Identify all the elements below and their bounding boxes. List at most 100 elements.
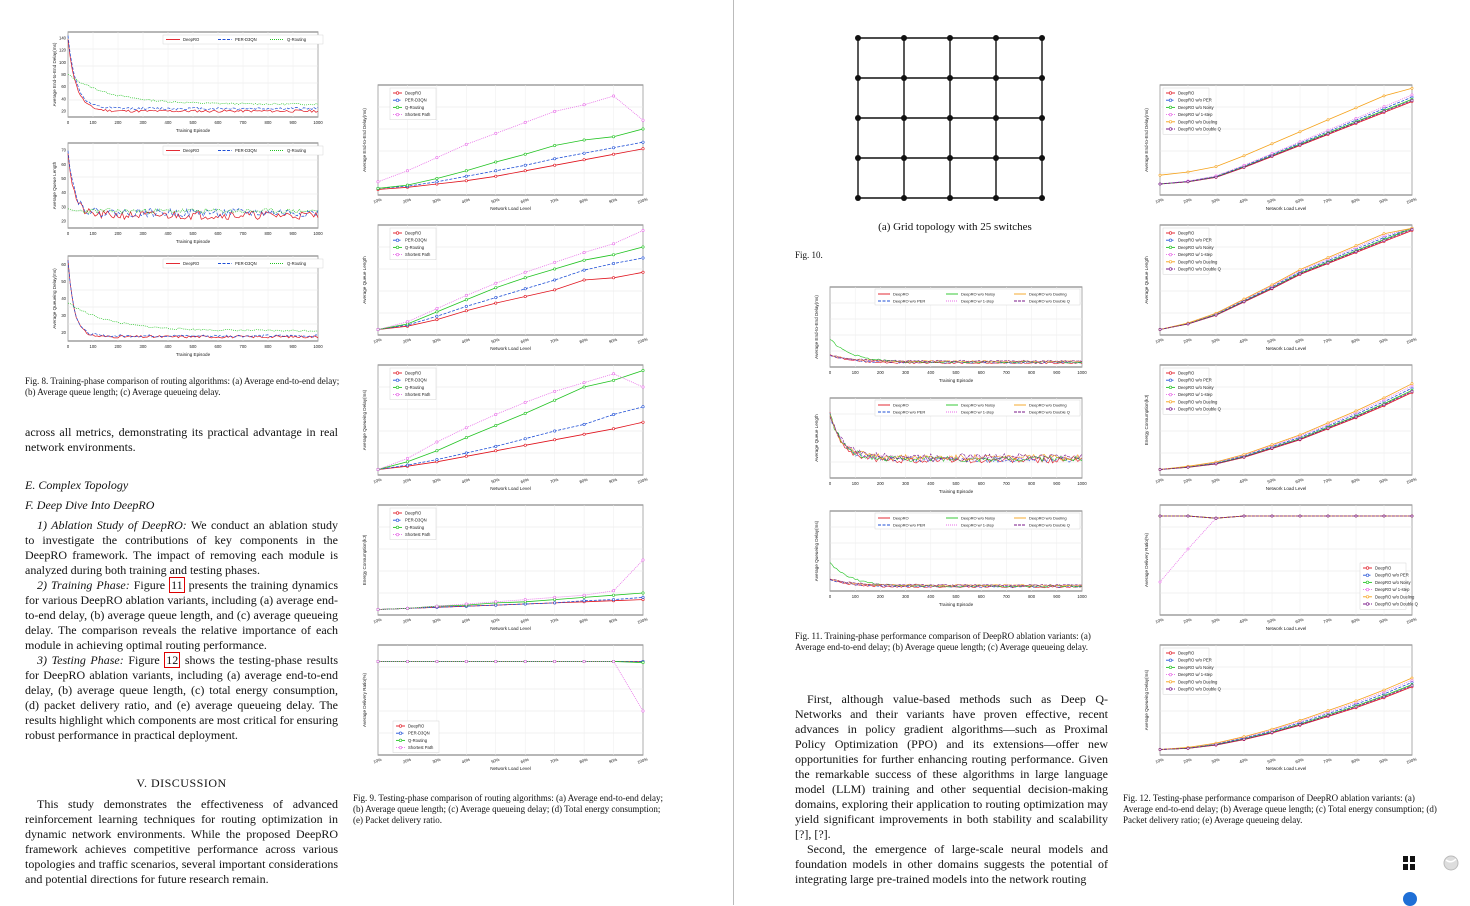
x-tick-label: 100% bbox=[637, 616, 649, 624]
data-point bbox=[1326, 261, 1330, 265]
training-curve bbox=[829, 414, 1083, 462]
data-point bbox=[376, 659, 380, 663]
x-tick-label: 500 bbox=[190, 120, 198, 125]
x-tick-label: 1000 bbox=[1077, 481, 1087, 486]
data-point bbox=[582, 138, 586, 142]
series-line bbox=[377, 370, 644, 470]
data-point bbox=[553, 595, 557, 599]
x-tick-label: 70% bbox=[549, 757, 559, 765]
paragraph-training-body: presents the training dynamics for vario… bbox=[25, 578, 338, 652]
x-tick-label: 70% bbox=[549, 337, 559, 345]
data-point bbox=[464, 436, 468, 440]
x-tick-label: 1000 bbox=[313, 344, 323, 349]
data-point bbox=[612, 412, 616, 416]
data-point bbox=[582, 278, 586, 282]
y-tick-label: 60 bbox=[61, 84, 66, 89]
data-point bbox=[435, 659, 439, 663]
fig12-link[interactable]: 12 bbox=[164, 652, 181, 668]
x-tick-label: 60% bbox=[520, 757, 530, 765]
data-point bbox=[641, 420, 645, 424]
x-tick-label: 400 bbox=[165, 120, 173, 125]
data-point bbox=[553, 438, 557, 442]
globe-icon[interactable] bbox=[1442, 854, 1460, 872]
x-tick-label: 100% bbox=[1406, 476, 1418, 484]
data-point bbox=[405, 456, 409, 460]
data-point bbox=[464, 304, 468, 308]
switch-node bbox=[901, 195, 907, 201]
data-point bbox=[1298, 268, 1302, 272]
bluetooth-icon[interactable] bbox=[1402, 892, 1418, 906]
x-tick-label: 90% bbox=[1379, 337, 1389, 345]
data-point bbox=[641, 558, 645, 562]
data-point bbox=[435, 604, 439, 608]
data-point bbox=[1382, 105, 1386, 109]
x-tick-label: 90% bbox=[1379, 197, 1389, 205]
x-tick-label: 80% bbox=[1351, 337, 1361, 345]
x-tick-label: 600 bbox=[215, 344, 223, 349]
x-tick-label: 800 bbox=[1028, 594, 1036, 599]
x-tick-label: 30% bbox=[432, 477, 442, 485]
y-tick-label: 30 bbox=[61, 204, 66, 209]
data-point bbox=[1270, 514, 1274, 518]
legend-entry: Q-Routing bbox=[405, 385, 425, 390]
legend-entry: DeepRO w/ 1-step bbox=[1178, 112, 1213, 117]
data-point bbox=[1186, 514, 1190, 518]
data-point bbox=[435, 180, 439, 184]
x-tick-label: 600 bbox=[215, 231, 223, 236]
data-point bbox=[582, 158, 586, 162]
data-point bbox=[582, 381, 586, 385]
y-tick-label: 40 bbox=[61, 190, 66, 195]
data-point bbox=[582, 268, 586, 272]
legend-entry: DeepRO w/o PER bbox=[1375, 573, 1409, 578]
x-axis-label: Network Load Level bbox=[490, 486, 531, 491]
data-point bbox=[1298, 143, 1302, 147]
data-point bbox=[494, 174, 498, 178]
right-paragraph-1: First, although value-based methods such… bbox=[795, 692, 1108, 841]
data-point bbox=[523, 120, 527, 124]
x-tick-label: 70% bbox=[1323, 337, 1333, 345]
legend-entry: DeepRO w/ 1-step bbox=[1375, 587, 1410, 592]
paragraph-ablation-head: 1) Ablation Study of DeepRO: bbox=[37, 518, 187, 532]
y-axis-label: Average Delivery Ratio(%) bbox=[362, 673, 367, 728]
x-tick-label: 0 bbox=[829, 594, 832, 599]
legend-entry: PER-D3QN bbox=[405, 98, 427, 103]
data-point bbox=[1158, 328, 1162, 331]
data-point bbox=[1186, 170, 1190, 174]
x-tick-label: 80% bbox=[1351, 197, 1361, 205]
data-point bbox=[1242, 737, 1246, 741]
series-line bbox=[377, 421, 644, 470]
data-point bbox=[612, 242, 616, 246]
x-tick-label: 40% bbox=[1239, 617, 1249, 625]
training-curve bbox=[67, 207, 319, 215]
x-tick-label: 20% bbox=[1183, 617, 1193, 625]
data-point bbox=[1410, 514, 1414, 518]
legend-entry: DeepRO bbox=[1178, 231, 1195, 236]
training-curve bbox=[67, 153, 319, 221]
x-tick-label: 200 bbox=[877, 594, 885, 599]
x-tick-label: 900 bbox=[290, 231, 298, 236]
paragraph-testing-head: 3) Testing Phase: bbox=[37, 653, 124, 667]
data-point bbox=[1298, 130, 1302, 134]
fig12-caption: Fig. 12. Testing-phase performance compa… bbox=[1123, 793, 1438, 826]
series-line bbox=[377, 230, 644, 330]
switch-node bbox=[855, 155, 861, 161]
legend-entry: DeepRO w/o Noisy bbox=[961, 292, 995, 297]
ablation-paragraphs: 1) Ablation Study of DeepRO: We conduct … bbox=[25, 518, 338, 743]
y-tick-label: 20 bbox=[61, 108, 66, 113]
data-point bbox=[612, 372, 616, 376]
y-axis-label: Energy Consumption(kJ) bbox=[1144, 394, 1149, 445]
legend-entry: Shortest Path bbox=[408, 745, 434, 750]
data-point bbox=[1382, 514, 1386, 518]
fig11-link[interactable]: 11 bbox=[169, 577, 185, 593]
data-point bbox=[553, 267, 557, 271]
legend-entry: DeepRO w/o Noisy bbox=[961, 403, 995, 408]
data-point bbox=[1410, 386, 1414, 390]
x-tick-label: 500 bbox=[190, 344, 198, 349]
legend: DeepRO DeepRO w/o PER DeepRO w/o Noisy Deep… bbox=[1359, 562, 1419, 610]
x-tick-label: 40% bbox=[1239, 197, 1249, 205]
bookmark-icon[interactable] bbox=[1400, 854, 1418, 872]
legend-entry: DeepRO w/ 1-step bbox=[961, 410, 995, 415]
legend-entry: DeepRO w/o Noisy bbox=[1178, 245, 1215, 250]
x-tick-label: 50% bbox=[490, 617, 500, 625]
discussion-text: This study demonstrates the effectivenes… bbox=[25, 797, 338, 887]
